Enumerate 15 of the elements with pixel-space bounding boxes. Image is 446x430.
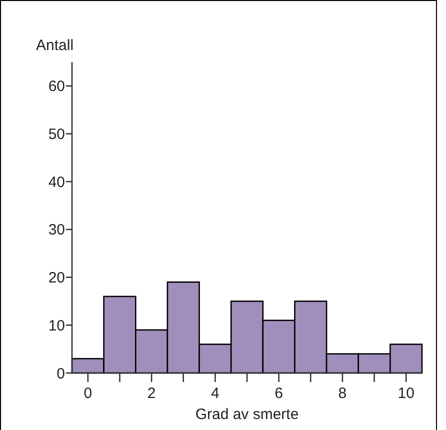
y-tick-label: 20	[48, 270, 65, 287]
y-tick-label: 0	[56, 365, 65, 382]
x-tick-label: 8	[338, 385, 347, 402]
y-tick-label: 60	[48, 78, 65, 96]
x-tick-label: 2	[147, 385, 156, 402]
x-axis-title: Grad av smerte	[195, 406, 299, 423]
y-tick-label: 30	[48, 222, 65, 239]
y-tick-label: 50	[48, 126, 65, 144]
y-tick-label: 40	[48, 174, 65, 191]
y-axis-title: Antall	[36, 37, 74, 54]
x-tick-label: 4	[211, 385, 220, 402]
x-tick-label: 10	[398, 385, 414, 402]
x-tick-label: 6	[274, 385, 283, 402]
x-tick-label: 0	[84, 385, 92, 402]
y-tick-label: 10	[48, 317, 65, 334]
